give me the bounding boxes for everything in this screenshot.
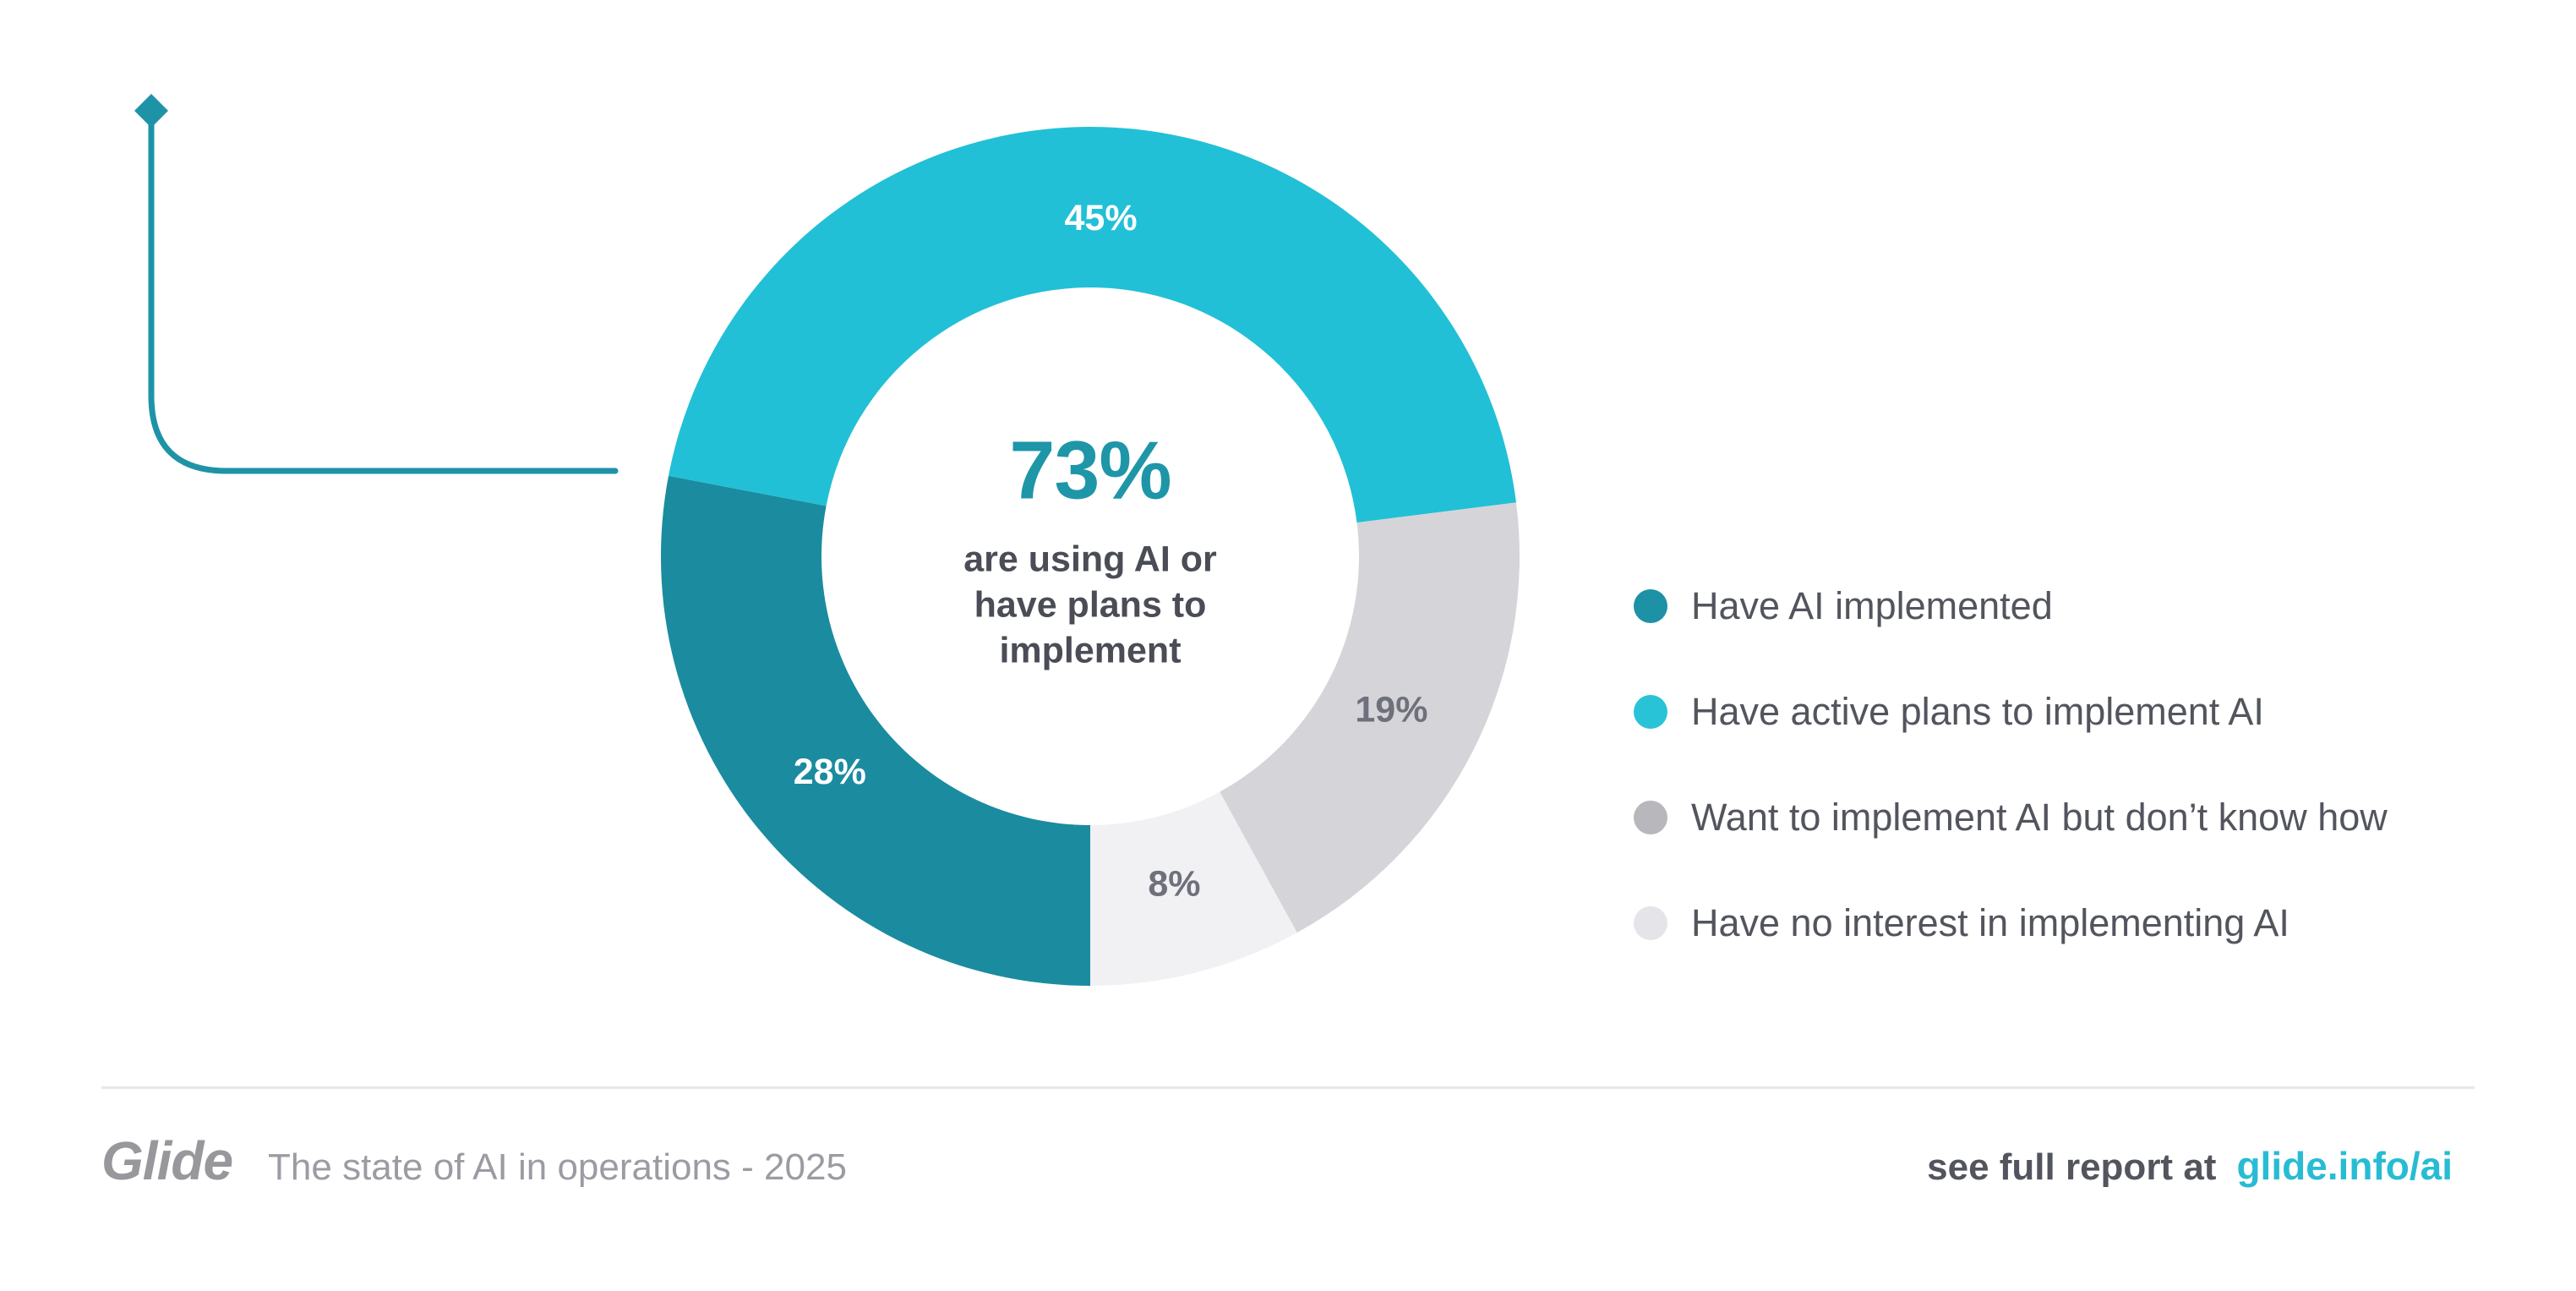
legend-dot-icon: [1634, 695, 1667, 729]
brand-logo: Glide: [101, 1130, 233, 1191]
legend-dot-icon: [1634, 801, 1667, 834]
footer-right: see full report at glide.info/ai: [1927, 1143, 2453, 1189]
donut-segment-label: 45%: [1065, 198, 1138, 238]
center-caption-line: have plans to: [974, 584, 1207, 626]
donut-segments: 28% 45% 19% 8%: [661, 127, 1520, 986]
donut-center-callout: 73% are using AI or have plans to implem…: [854, 429, 1327, 674]
donut-segment: [669, 127, 1516, 523]
legend-item: Have active plans to implement AI: [1634, 690, 2388, 733]
legend-item: Have no interest in implementing AI: [1634, 901, 2388, 944]
legend-dot-icon: [1634, 906, 1667, 940]
report-prefix: see full report at: [1927, 1146, 2217, 1188]
footer-divider: [101, 1086, 2475, 1089]
accent-diamond-icon: [134, 94, 168, 128]
legend-item: Want to implement AI but don’t know how: [1634, 796, 2388, 839]
legend-item-label: Want to implement AI but don’t know how: [1691, 796, 2388, 839]
donut-segment: [1090, 791, 1297, 986]
legend-item-label: Have active plans to implement AI: [1691, 690, 2264, 733]
footer-subtitle: The state of AI in operations - 2025: [268, 1146, 847, 1188]
footer: Glide The state of AI in operations - 20…: [101, 1130, 2453, 1192]
center-caption: are using AI or have plans to implement: [963, 537, 1216, 674]
donut-segment-label: 19%: [1355, 690, 1427, 730]
donut-segment: [661, 475, 1090, 986]
accent-line: [148, 122, 619, 474]
center-caption-line: are using AI or: [963, 539, 1217, 580]
donut-segment-label: 8%: [1148, 863, 1200, 904]
center-caption-line: implement: [999, 630, 1182, 671]
accent-graphic: [134, 94, 619, 474]
chart-legend: Have AI implemented Have active plans to…: [1634, 584, 2388, 1012]
center-value: 73%: [1009, 424, 1171, 517]
legend-dot-icon: [1634, 589, 1667, 623]
report-link[interactable]: glide.info/ai: [2236, 1144, 2453, 1188]
footer-left: Glide The state of AI in operations - 20…: [101, 1130, 847, 1192]
legend-item-label: Have no interest in implementing AI: [1691, 901, 2289, 944]
donut-segment: [1220, 502, 1520, 933]
legend-item-label: Have AI implemented: [1691, 584, 2053, 627]
donut-segment-label: 28%: [794, 752, 866, 792]
legend-item: Have AI implemented: [1634, 584, 2388, 627]
